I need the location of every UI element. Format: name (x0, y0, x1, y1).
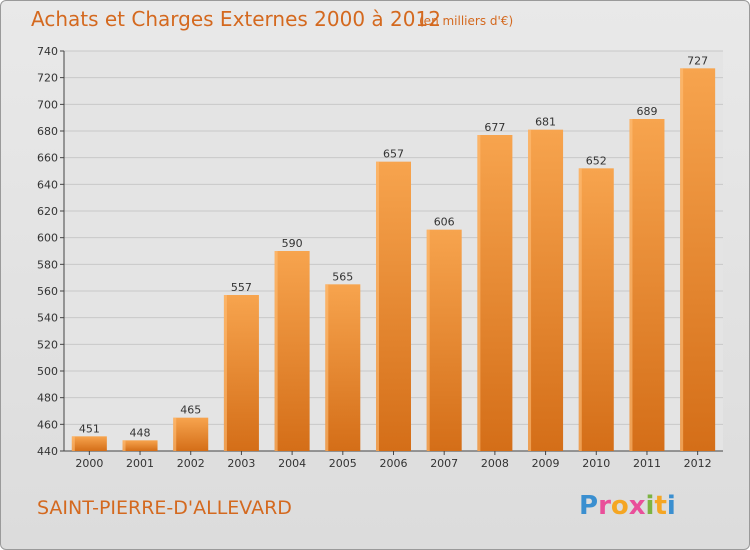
y-tick-label: 460 (37, 418, 58, 431)
bar-highlight (173, 417, 177, 451)
y-tick-label: 680 (37, 125, 58, 138)
chart-title: Achats et Charges Externes 2000 à 2012 (31, 7, 441, 31)
y-tick-label: 440 (37, 445, 58, 458)
x-tick-label: 2007 (430, 457, 458, 470)
bar-highlight (680, 68, 684, 451)
bar (629, 119, 665, 451)
bar-highlight (223, 295, 227, 451)
bar-value-label: 689 (636, 105, 657, 118)
bar-highlight (274, 251, 278, 451)
y-tick-label: 540 (37, 312, 58, 325)
x-tick-label: 2010 (582, 457, 610, 470)
bar-highlight (122, 440, 126, 451)
bar-value-label: 565 (332, 270, 353, 283)
bar-value-label: 465 (180, 404, 201, 417)
bar-highlight (578, 168, 582, 452)
y-tick-label: 640 (37, 178, 58, 191)
bar (325, 284, 361, 451)
bar (122, 440, 158, 451)
bar-value-label: 606 (434, 216, 455, 229)
y-tick-label: 620 (37, 205, 58, 218)
bar (173, 417, 209, 451)
bar-value-label: 590 (282, 237, 303, 250)
y-tick-label: 580 (37, 258, 58, 271)
bar-highlight (528, 129, 532, 451)
x-tick-label: 2004 (278, 457, 306, 470)
bar-highlight (477, 135, 481, 451)
bar-highlight (629, 119, 633, 451)
bar-value-label: 727 (687, 54, 708, 67)
bar (223, 295, 259, 451)
x-tick-label: 2002 (177, 457, 205, 470)
bar-highlight (376, 161, 379, 451)
bar-value-label: 652 (586, 154, 607, 167)
y-tick-label: 480 (37, 392, 58, 405)
bar-value-label: 451 (79, 422, 100, 435)
bar (376, 161, 411, 451)
bar (578, 168, 614, 452)
bar (680, 68, 716, 451)
chart-subtitle: (en milliers d'€) (419, 14, 514, 28)
x-tick-label: 2012 (684, 457, 712, 470)
commune-name: SAINT-PIERRE-D'ALLEVARD (37, 497, 292, 519)
y-tick-label: 500 (37, 365, 58, 378)
bar-value-label: 448 (130, 426, 151, 439)
x-tick-label: 2005 (329, 457, 357, 470)
y-tick-label: 700 (37, 98, 58, 111)
y-tick-label: 720 (37, 72, 58, 85)
bar-highlight (426, 229, 430, 451)
x-tick-label: 2003 (227, 457, 255, 470)
x-tick-label: 2011 (633, 457, 661, 470)
x-tick-label: 2000 (75, 457, 103, 470)
proxiti-logo: Proxiti (579, 491, 676, 521)
x-tick-label: 2001 (126, 457, 154, 470)
x-tick-label: 2008 (481, 457, 509, 470)
y-tick-label: 660 (37, 152, 58, 165)
y-tick-label: 520 (37, 338, 58, 351)
bar-value-label: 557 (231, 281, 252, 294)
x-tick-label: 2006 (380, 457, 408, 470)
bar-value-label: 677 (484, 121, 505, 134)
bar (528, 129, 564, 451)
x-tick-label: 2009 (532, 457, 560, 470)
y-tick-label: 740 (37, 45, 58, 58)
bar-value-label: 657 (383, 148, 404, 161)
bar-highlight (71, 436, 75, 451)
y-tick-label: 560 (37, 285, 58, 298)
bar-highlight (325, 284, 329, 451)
bar (274, 251, 310, 451)
bar (71, 436, 107, 451)
bar (426, 229, 462, 451)
bar (477, 135, 513, 451)
bar-value-label: 681 (535, 116, 556, 129)
y-tick-label: 600 (37, 232, 58, 245)
